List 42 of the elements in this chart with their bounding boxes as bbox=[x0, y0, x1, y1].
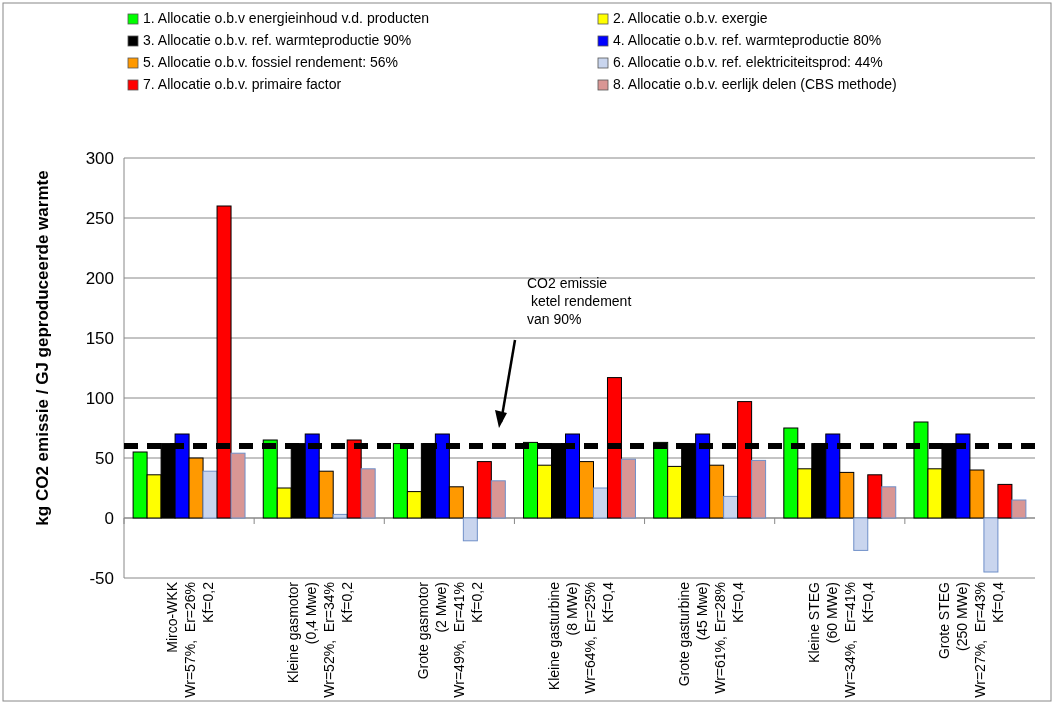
y-axis-title: kg CO2 emissie / GJ geproduceerde warmte bbox=[33, 170, 52, 526]
y-tick-label: 50 bbox=[95, 448, 114, 468]
x-tick-label: Kleine gasmotor (0,4 Mwe) Wr=52%, Er=34% Kf=0,2 bbox=[285, 581, 356, 698]
bar bbox=[1011, 499, 1027, 519]
bar bbox=[230, 452, 246, 519]
bar bbox=[997, 483, 1013, 519]
bar bbox=[360, 468, 376, 519]
x-tick-label: Grote STEG (250 MWe) Wr=27%, Er=43% Kf=0,4 bbox=[935, 581, 1006, 698]
legend-label: 4. Allocatie o.b.v. ref. warmteproductie 80% bbox=[613, 32, 882, 48]
bar bbox=[983, 517, 999, 573]
bar bbox=[867, 474, 883, 519]
bar bbox=[592, 487, 608, 519]
bar bbox=[490, 480, 506, 519]
legend-label: 8. Allocatie o.b.v. eerlijk delen (CBS methode) bbox=[613, 76, 897, 92]
bar bbox=[620, 458, 636, 519]
bar bbox=[723, 495, 739, 519]
x-tick-label: Kleine gasturbine (8 MWe) Wr=64%, Er=25% Kf=0,4 bbox=[545, 581, 616, 694]
y-tick-label: 100 bbox=[85, 388, 114, 408]
bar bbox=[881, 486, 897, 519]
x-tick-label: Grote gasmotor (2 Mwe) Wr=49%, Er=41% Kf=0,2 bbox=[415, 581, 486, 698]
legend-label: 1. Allocatie o.b.v energieinhoud v.d. producten bbox=[143, 10, 430, 26]
annotation: CO2 emissie ketel rendement van 90% bbox=[527, 275, 632, 327]
x-tick-label: Grote gasturbine (45 Mwe) Wr=61%, Er=28% Kf=0,4 bbox=[675, 581, 746, 694]
bar bbox=[462, 517, 478, 542]
y-tick-label: -50 bbox=[89, 568, 114, 588]
legend-label: 2. Allocatie o.b.v. exergie bbox=[613, 10, 768, 26]
legend-label: 7. Allocatie o.b.v. primaire factor bbox=[143, 76, 342, 92]
bar bbox=[332, 513, 348, 519]
bar bbox=[853, 517, 869, 551]
bar bbox=[202, 470, 218, 519]
x-tick-label: Mirco-WKK Wr=57%, Er=26% Kf=0,2 bbox=[164, 581, 217, 698]
y-tick-label: 150 bbox=[85, 328, 114, 348]
legend-label: 6. Allocatie o.b.v. ref. elektriciteitsprod: 44% bbox=[613, 54, 883, 70]
y-tick-label: 200 bbox=[85, 268, 114, 288]
y-tick-label: 300 bbox=[85, 148, 114, 168]
bar bbox=[476, 461, 492, 519]
y-tick-label: 250 bbox=[85, 208, 114, 228]
legend-label: 3. Allocatie o.b.v. ref. warmteproductie 90% bbox=[143, 32, 412, 48]
bar bbox=[751, 459, 767, 519]
x-tick-label: Kleine STEG (60 MWe) Wr=34%, Er=41% Kf=0,4 bbox=[805, 581, 876, 698]
y-tick-label: 0 bbox=[104, 508, 114, 528]
legend-label: 5. Allocatie o.b.v. fossiel rendement: 56% bbox=[143, 54, 398, 70]
